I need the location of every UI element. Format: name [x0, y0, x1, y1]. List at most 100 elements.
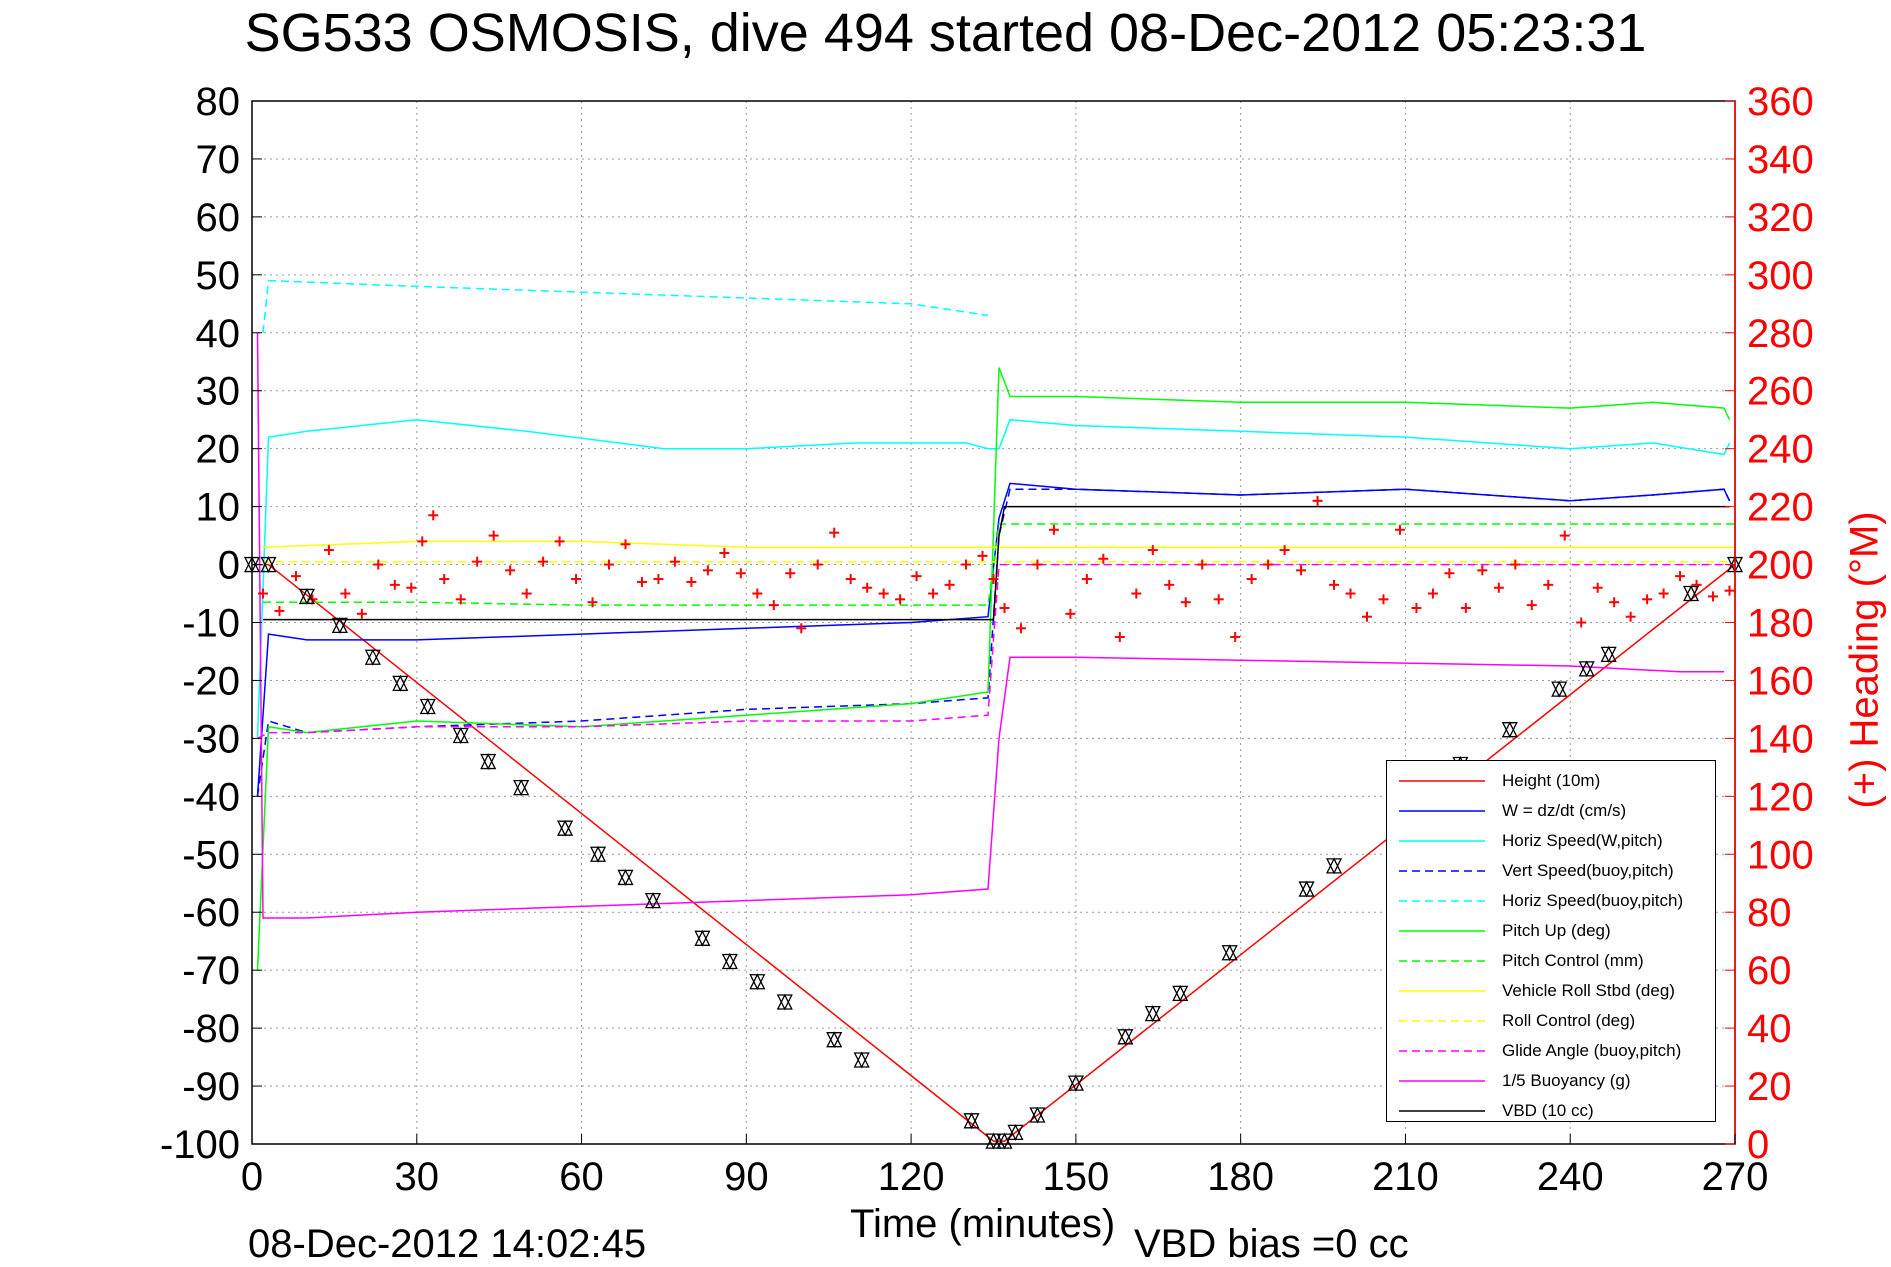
heading-point: [455, 594, 466, 605]
legend-item: Height (10m): [1387, 767, 1715, 797]
height-marker-up: [1298, 880, 1315, 897]
series-line-11: [263, 505, 1730, 621]
legend-label: Vehicle Roll Stbd (deg): [1502, 981, 1675, 1000]
right-tick-label: 200: [1747, 544, 1814, 588]
series-line-5: [256, 367, 1731, 971]
heading-point: [538, 556, 549, 567]
height-marker-up: [617, 869, 634, 886]
left-tick-label: -80: [182, 1007, 240, 1051]
heading-point: [1609, 597, 1620, 608]
heading-point: [812, 559, 823, 570]
heading-point: [1312, 495, 1323, 506]
right-tick-label: 20: [1747, 1065, 1792, 1109]
height-marker-up: [1144, 1005, 1161, 1022]
heading-point: [653, 574, 664, 585]
right-tick-label: 40: [1747, 1007, 1792, 1051]
height-marker: [1221, 944, 1238, 962]
bottom-tick-label: 90: [724, 1155, 769, 1199]
heading-point: [1114, 631, 1125, 642]
heading-point: [1559, 530, 1570, 541]
height-marker: [1172, 984, 1189, 1002]
height-marker-up: [1325, 857, 1343, 874]
legend-label: VBD (10 cc): [1502, 1101, 1594, 1120]
height-marker: [260, 556, 277, 574]
bottom-axis: 0 30 60 90 120 150 180 210 240 270: [241, 1134, 1768, 1199]
right-tick-label: 280: [1747, 312, 1814, 356]
height-marker: [513, 779, 530, 797]
heading-point: [1460, 603, 1471, 614]
right-tick-label: 240: [1747, 428, 1814, 472]
heading-point: [1048, 524, 1059, 535]
heading-point: [389, 579, 400, 590]
legend-swatch: [1399, 1020, 1485, 1022]
heading-point: [587, 597, 598, 608]
height-marker-up: [1221, 944, 1238, 961]
legend-swatch: [1399, 1080, 1485, 1082]
height-marker: [1551, 680, 1568, 698]
height-marker: [1117, 1028, 1134, 1046]
height-marker-up: [364, 648, 381, 665]
heading-point: [274, 605, 285, 616]
heading-point: [488, 530, 499, 541]
left-tick-label: 20: [196, 428, 241, 472]
heading-point: [1427, 588, 1438, 599]
right-tick-label: 0: [1747, 1123, 1769, 1167]
height-marker-down: [644, 892, 662, 910]
height-marker-down: [1298, 881, 1315, 898]
height-marker: [1325, 857, 1343, 875]
right-axis: 0 20 40 60 80 100 120 140 160 180 200 220 240 260 280 3…: [1725, 80, 1814, 1167]
series-line-10: [256, 332, 1724, 919]
heading-point: [257, 588, 268, 599]
series-line-4: [262, 279, 989, 333]
height-marker: [331, 616, 348, 634]
right-tick-label: 160: [1747, 659, 1814, 703]
height-marker: [721, 953, 738, 970]
heading-point: [845, 574, 856, 585]
height-marker: [749, 973, 766, 991]
legend-item: Glide Angle (buoy,pitch): [1387, 1037, 1715, 1067]
heading-point: [1592, 582, 1603, 593]
left-axis: -100-90-80-70-60-50-40-30-20-10010203040…: [160, 80, 262, 1167]
right-tick-label: 260: [1747, 370, 1814, 414]
height-marker-up: [589, 845, 607, 862]
legend-label: Horiz Speed(buoy,pitch): [1502, 891, 1684, 910]
heading-point: [1246, 574, 1257, 585]
series-line-6: [263, 523, 1735, 606]
chart-title: SG533 OSMOSIS, dive 494 started 08-Dec-2…: [244, 3, 1647, 63]
height-marker-up: [826, 1031, 843, 1048]
heading-point: [1197, 559, 1208, 570]
heading-point: [356, 608, 367, 619]
height-marker-up: [1029, 1106, 1046, 1123]
height-marker: [1144, 1005, 1161, 1023]
heading-point: [878, 588, 889, 599]
left-tick-label: 50: [196, 254, 241, 298]
legend-swatch: [1399, 930, 1485, 932]
legend: Height (10m) W = dz/dt (cm/s) Horiz Speed(…: [1386, 760, 1716, 1122]
heading-point: [1526, 600, 1537, 611]
right-tick-label: 100: [1747, 833, 1814, 877]
heading-point: [862, 582, 873, 593]
height-marker: [392, 674, 409, 692]
height-marker-up: [1683, 585, 1700, 602]
height-marker-up: [419, 698, 436, 715]
heading-point: [1015, 623, 1026, 634]
bottom-tick-label: 180: [1207, 1155, 1274, 1199]
height-marker-down: [589, 846, 607, 863]
heading-point: [1642, 594, 1653, 605]
heading-point: [1065, 608, 1076, 619]
height-marker: [853, 1051, 870, 1069]
right-tick-label: 120: [1747, 775, 1814, 819]
height-marker-up: [1007, 1123, 1024, 1141]
height-marker: [298, 587, 315, 605]
legend-item: Vert Speed(buoy,pitch): [1387, 857, 1715, 887]
height-marker-down: [721, 953, 738, 970]
height-marker-up: [985, 1132, 1002, 1149]
heading-point: [702, 565, 713, 576]
legend-item: Horiz Speed(buoy,pitch): [1387, 887, 1715, 917]
legend-item: Roll Control (deg): [1387, 1007, 1715, 1037]
height-markers: [243, 556, 1744, 1150]
heading-point: [928, 588, 939, 599]
heading-point: [768, 600, 779, 611]
heading-point: [1493, 582, 1504, 593]
